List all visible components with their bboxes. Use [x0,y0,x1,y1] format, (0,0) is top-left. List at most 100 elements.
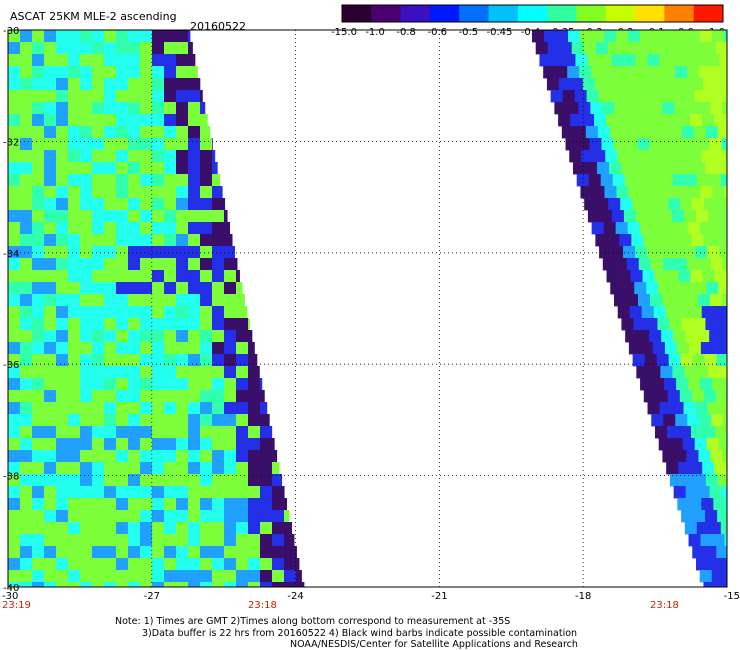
data-cell [614,102,627,115]
data-cell [68,126,81,139]
data-cell [176,522,189,535]
data-cell [164,390,177,403]
data-cell [104,294,117,307]
data-cell [664,378,677,391]
data-cell [224,222,231,235]
data-cell [176,186,189,199]
data-cell [236,306,248,319]
data-cell [630,270,643,283]
data-cell [212,318,225,331]
data-cell [152,534,165,547]
data-cell [8,414,21,427]
data-cell [260,570,273,583]
data-cell [630,78,644,91]
data-cell [128,294,141,307]
data-cell [116,138,129,151]
data-cell [651,66,664,79]
data-cell [705,126,719,139]
data-cell [140,162,153,175]
data-cell [660,174,674,187]
data-cell [188,246,201,259]
data-cell [248,498,261,511]
data-cell [32,486,45,499]
data-cell [709,294,723,307]
data-cell [224,510,237,523]
data-cell [700,186,713,199]
data-cell [152,186,165,199]
data-cell [248,582,261,588]
data-cell [284,570,297,583]
data-cell [152,510,165,523]
data-cell [555,66,568,79]
data-cell [176,390,189,403]
data-cell [44,282,57,295]
data-cell [236,390,249,403]
data-cell [80,558,93,571]
data-cell [68,330,81,343]
data-cell [572,162,586,175]
data-cell [8,426,21,439]
data-cell [723,222,728,235]
data-cell [711,414,724,427]
data-cell [32,402,45,415]
data-cell [643,42,657,55]
data-cell [678,114,691,127]
data-cell [80,474,93,487]
data-cell [128,42,141,55]
data-cell [104,102,117,115]
data-cell [128,570,141,583]
data-cell [638,102,651,115]
data-cell [32,534,45,547]
data-cell [8,210,21,223]
data-cell [676,186,689,199]
colorbar-tick-label: -0.4 [521,27,541,38]
data-cell [188,534,201,547]
data-cell [56,510,69,523]
data-cell [632,198,645,211]
data-cell [236,282,243,295]
data-cell [104,174,117,187]
data-cell [176,582,189,588]
data-cell [188,558,201,571]
data-cell [596,162,610,175]
data-cell [80,30,93,43]
time-label-middle: 23:18 [248,600,277,611]
data-cell [104,510,117,523]
data-cell [188,318,201,331]
data-cell [188,30,191,43]
data-cell [152,114,165,127]
data-cell [604,30,617,43]
data-cell [68,174,81,187]
data-cell [176,42,189,55]
data-cell [710,450,723,463]
data-cell [20,330,33,343]
data-cell [724,378,728,391]
data-cell [8,522,21,535]
data-cell [212,546,225,559]
data-cell [692,354,706,367]
data-cell [673,138,686,151]
data-cell [625,330,638,343]
data-cell [665,150,678,163]
data-cell [200,330,213,343]
data-cell [714,114,727,127]
data-cell [700,378,713,391]
data-cell [44,414,57,427]
latitude-tick-label: -36 [3,360,19,371]
data-cell [188,270,201,283]
data-cell [719,210,728,223]
data-cell [616,186,629,199]
data-cell [200,282,213,295]
data-cell [669,474,683,487]
data-cell [655,390,669,403]
data-cell [706,282,719,295]
data-cell [236,426,249,439]
data-cell [607,42,621,55]
data-cell [708,366,721,379]
latitude-labels: -30 -32 -34 -36 -38 -40 [3,26,19,594]
data-cell [647,54,660,67]
data-cell [116,582,129,588]
data-cell [661,330,674,343]
data-cell [634,282,647,295]
data-cell [80,210,93,223]
